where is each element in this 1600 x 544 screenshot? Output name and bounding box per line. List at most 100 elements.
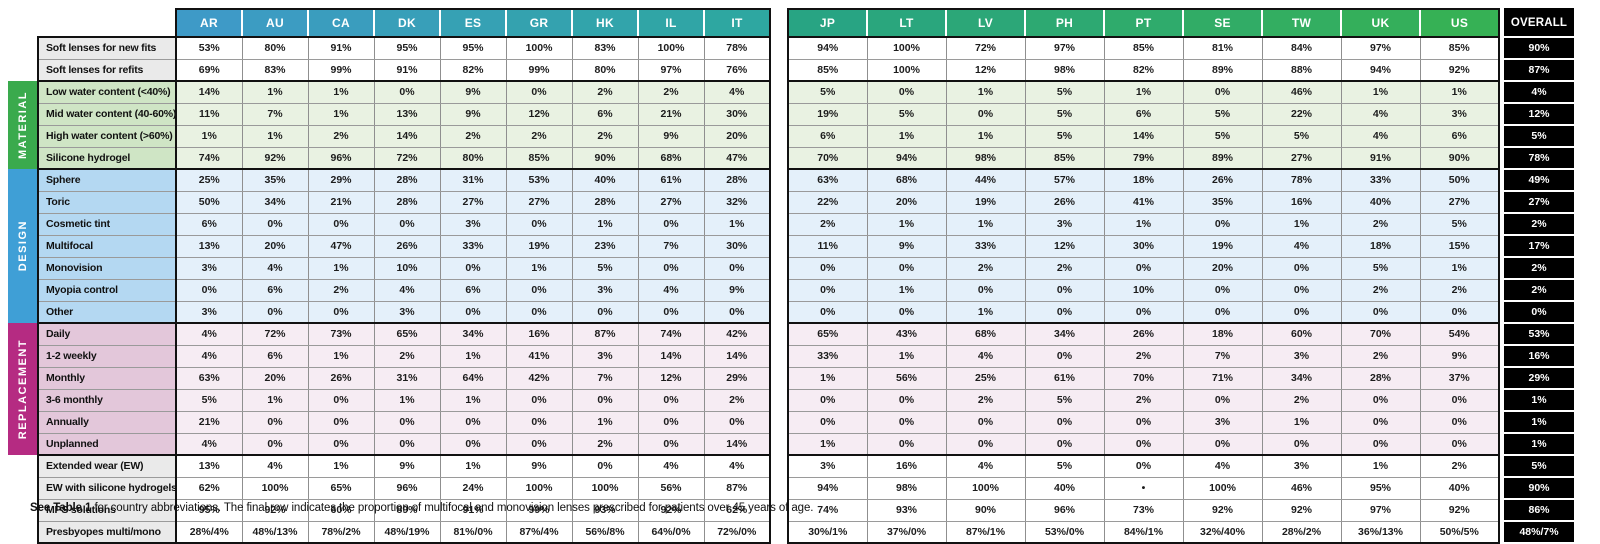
data-cell: 98% [1025, 59, 1105, 82]
data-cell: 9% [1420, 345, 1500, 368]
data-cell: 4% [946, 454, 1026, 478]
overall-cell: 1% [1504, 389, 1574, 412]
table-gap [770, 191, 788, 213]
data-cell: 91% [440, 499, 507, 522]
data-cell: 0% [1104, 257, 1184, 280]
data-cell: 4% [242, 257, 309, 280]
table-gap [1499, 169, 1504, 191]
table-gap [1499, 81, 1504, 103]
data-cell: 14% [704, 433, 771, 456]
data-cell: 16% [506, 322, 573, 346]
overall-cell: 12% [1504, 103, 1574, 126]
column-header-es: ES [439, 8, 506, 38]
data-cell: 35% [1183, 191, 1263, 214]
data-cell: 2% [308, 279, 375, 302]
data-cell: 0% [946, 433, 1026, 456]
data-cell: 47% [308, 235, 375, 258]
table-gap [770, 455, 788, 477]
table-corner [8, 9, 176, 37]
data-cell: 83% [242, 59, 309, 82]
data-cell: 21% [638, 103, 705, 126]
data-cell: 13% [176, 454, 243, 478]
data-cell: 0% [440, 433, 507, 456]
data-cell: 26% [374, 235, 441, 258]
data-cell: 1% [946, 125, 1026, 148]
table-gap [770, 169, 788, 191]
data-cell: 5% [176, 389, 243, 412]
row-label: Unplanned [37, 433, 177, 456]
data-cell: 97% [638, 59, 705, 82]
table-gap [1499, 301, 1504, 323]
data-cell: 84% [1262, 36, 1342, 60]
data-cell: 0% [787, 301, 868, 324]
data-cell: 14% [638, 345, 705, 368]
data-cell: 70% [1104, 367, 1184, 390]
data-cell: 1% [787, 433, 868, 456]
data-cell: 1% [572, 213, 639, 236]
data-cell: 92% [1420, 59, 1500, 82]
data-cell: 0% [867, 389, 947, 412]
data-cell: 0% [704, 301, 771, 324]
data-cell: 12% [506, 103, 573, 126]
table-gap [770, 59, 788, 81]
data-cell: 13% [374, 103, 441, 126]
data-cell: 21% [308, 191, 375, 214]
data-cell: 30% [704, 103, 771, 126]
data-cell: 72%/0% [704, 521, 771, 544]
data-cell: 28% [1341, 367, 1421, 390]
row-label: Daily [37, 322, 177, 346]
data-cell: 5% [1025, 454, 1105, 478]
data-cell: 0% [1025, 411, 1105, 434]
table-gap [1499, 433, 1504, 455]
table-gap [770, 257, 788, 279]
data-cell: 5% [572, 257, 639, 280]
data-cell: 10% [374, 257, 441, 280]
table-gap [770, 81, 788, 103]
data-cell: 1% [440, 454, 507, 478]
data-cell: 0% [1104, 433, 1184, 456]
data-cell: 85% [1420, 36, 1500, 60]
data-cell: 60% [1262, 322, 1342, 346]
data-cell: 94% [787, 36, 868, 60]
data-cell: 0% [1420, 411, 1500, 434]
data-cell: 20% [867, 191, 947, 214]
footnote: See Table 1 for country abbreviations. T… [30, 502, 813, 514]
data-cell: 0% [242, 411, 309, 434]
data-cell: 36%/13% [1341, 521, 1421, 544]
data-cell: 27% [638, 191, 705, 214]
data-cell: 0% [506, 389, 573, 412]
row-label: Monthly [37, 367, 177, 390]
data-cell: 68% [867, 168, 947, 192]
column-header-dk: DK [373, 8, 440, 38]
data-cell: 4% [704, 454, 771, 478]
data-cell: 50%/5% [1420, 521, 1500, 544]
data-cell: 96% [374, 477, 441, 500]
data-cell: 28% [704, 168, 771, 192]
data-cell: 27% [440, 191, 507, 214]
data-cell: 25% [946, 367, 1026, 390]
data-cell: 1% [867, 213, 947, 236]
data-cell: 90% [572, 147, 639, 170]
row-label: EW with silicone hydrogels [37, 477, 177, 500]
data-cell: 0% [946, 103, 1026, 126]
data-cell: 0% [242, 433, 309, 456]
data-cell: 6% [242, 345, 309, 368]
data-cell: 0% [1262, 279, 1342, 302]
table-gap [770, 279, 788, 301]
table-gap [1499, 411, 1504, 433]
data-cell: 97% [1341, 36, 1421, 60]
data-cell: 65% [374, 322, 441, 346]
data-cell: 2% [572, 433, 639, 456]
data-cell: 0% [506, 279, 573, 302]
data-cell: 1% [946, 213, 1026, 236]
data-cell: 7% [572, 367, 639, 390]
data-cell: 0% [1341, 411, 1421, 434]
data-cell: 72% [242, 322, 309, 346]
data-cell: 31% [374, 367, 441, 390]
data-cell: 1% [308, 257, 375, 280]
data-cell: 1% [1104, 80, 1184, 104]
category-strip-label: MATERIAL [16, 90, 29, 159]
data-cell: 0% [374, 411, 441, 434]
table-gap [770, 389, 788, 411]
table-gap [770, 103, 788, 125]
